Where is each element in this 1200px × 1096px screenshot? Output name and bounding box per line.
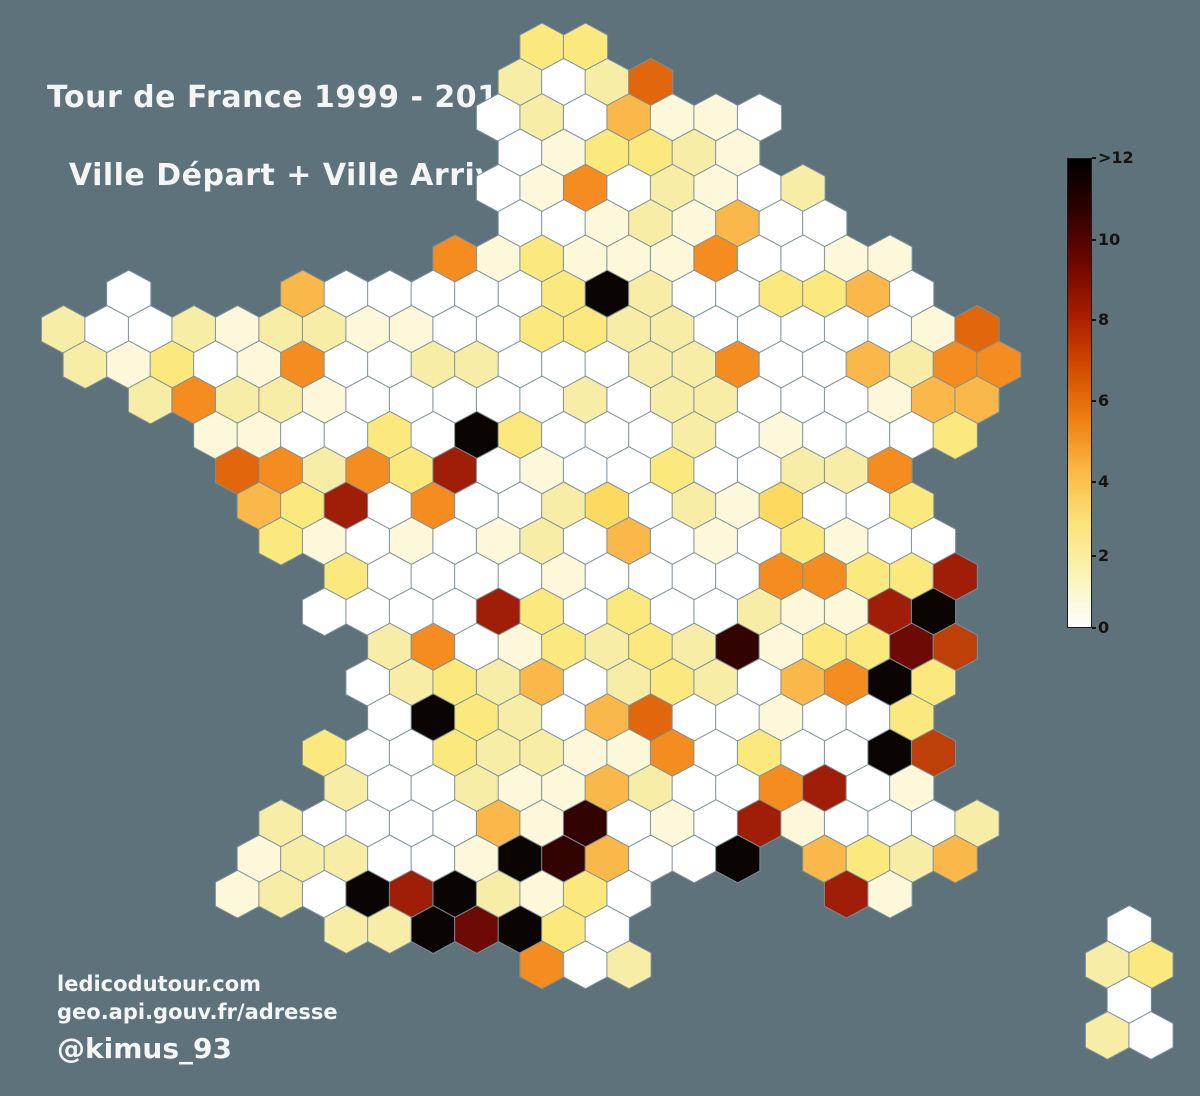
author-handle: @kimus_93 xyxy=(57,1032,232,1065)
hex-cell xyxy=(932,410,978,460)
hex-cell xyxy=(715,834,761,884)
hex-cell xyxy=(606,940,652,990)
source-line-1: ledicodutour.com xyxy=(57,972,262,996)
colorbar-tick-label: 0 xyxy=(1091,618,1110,637)
colorbar-tick-label: 10 xyxy=(1091,230,1121,250)
hex-cell xyxy=(1128,1010,1174,1060)
colorbar-tick-label: 6 xyxy=(1091,390,1110,410)
hex-cell xyxy=(867,869,913,919)
colorbar-tick-label: 4 xyxy=(1091,472,1110,492)
hex-cell xyxy=(932,834,978,884)
chart-title: Tour de France 1999 - 2019 Ville Départ … xyxy=(47,78,537,195)
colorbar-tick-label: 2 xyxy=(1091,545,1110,565)
source-line-2: geo.api.gouv.fr/adresse xyxy=(57,1000,338,1024)
colorbar-tick-label: >12 xyxy=(1092,148,1134,167)
title-line-2: Ville Départ + Ville Arrivée xyxy=(68,158,538,193)
colorbar xyxy=(1067,158,1092,628)
colorbar-tick-label: 8 xyxy=(1091,310,1110,330)
footer-sources: ledicodutour.com geo.api.gouv.fr/adresse xyxy=(57,970,338,1026)
